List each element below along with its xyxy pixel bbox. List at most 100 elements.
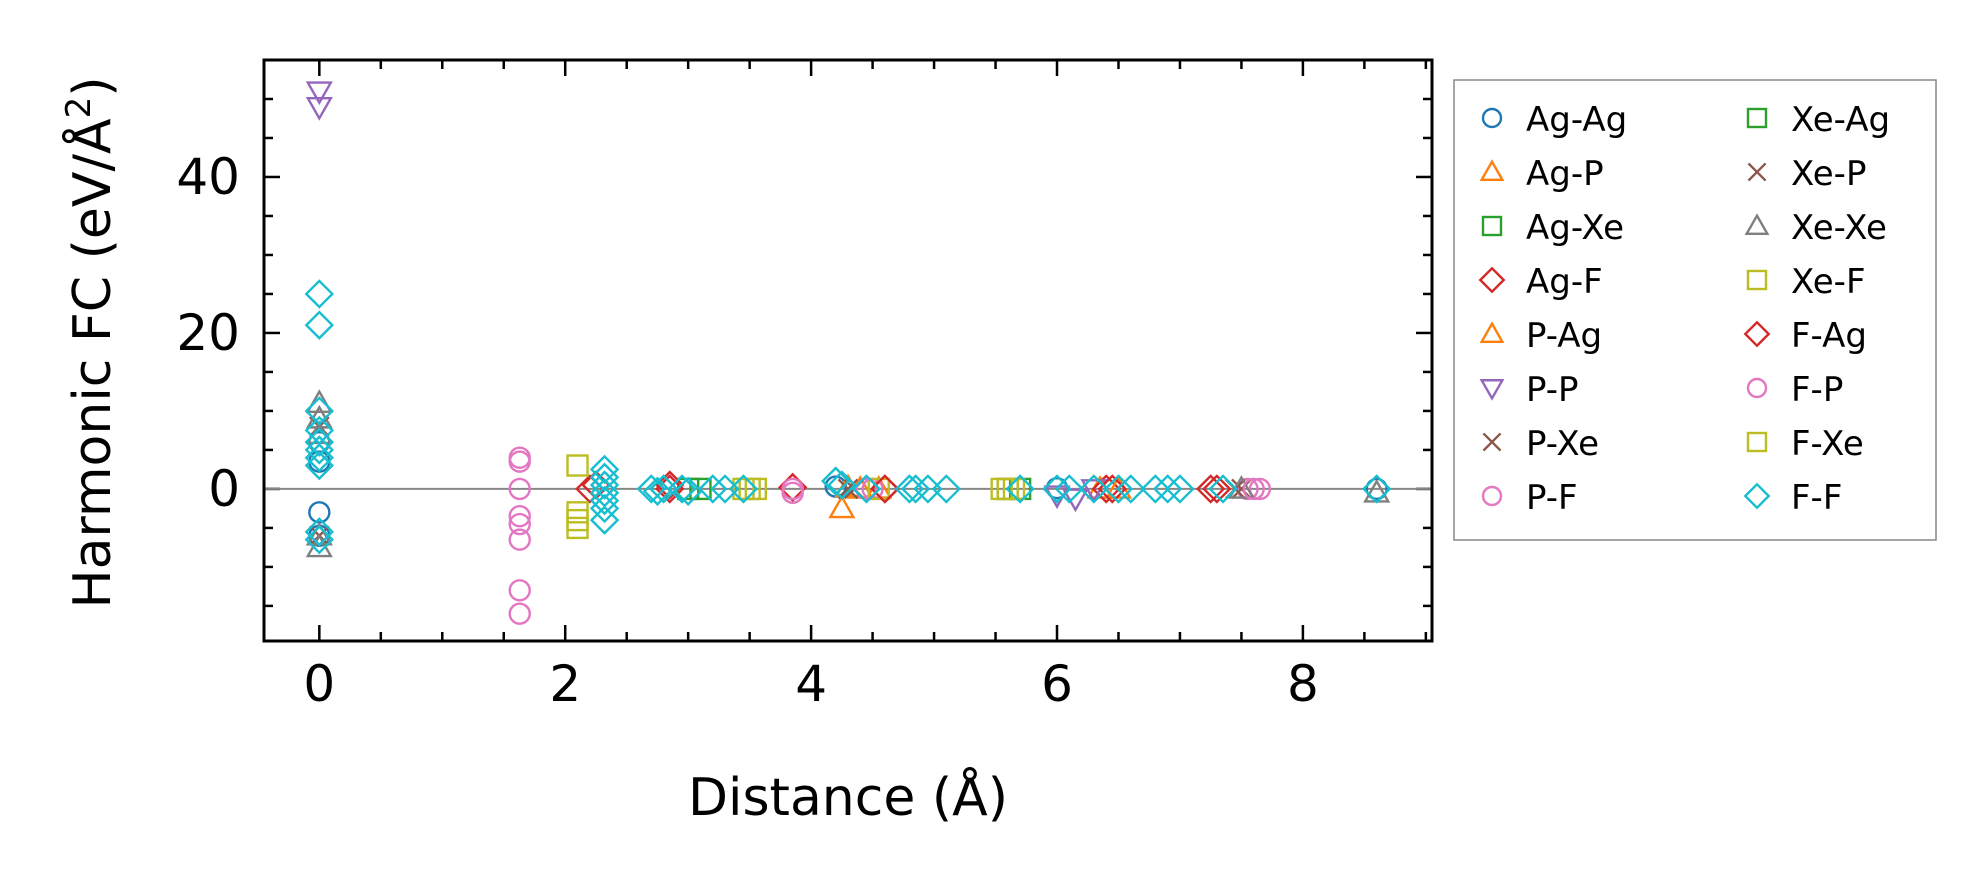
data-point <box>508 602 531 625</box>
legend-label: Xe-Xe <box>1791 208 1887 248</box>
tick-labels: 0 2 4 6 8 0 20 40 <box>176 148 1318 713</box>
legend-marker <box>1744 213 1770 235</box>
data-point <box>589 470 620 500</box>
legend-marker <box>1746 431 1768 453</box>
data-point <box>1061 488 1090 513</box>
data-point <box>1242 477 1265 501</box>
legend-entry: Xe-P <box>1747 154 1866 194</box>
data-point <box>566 508 589 532</box>
legend-marker <box>1747 162 1767 182</box>
data-point <box>508 579 531 602</box>
legend-label: Xe-P <box>1791 154 1866 194</box>
data-point <box>828 494 856 519</box>
legend-label: F-Ag <box>1791 316 1867 356</box>
legend-entry: F-F <box>1743 478 1842 518</box>
legend-entry: F-Ag <box>1743 316 1867 356</box>
legend-entry: P-P <box>1479 370 1579 410</box>
y-axis-title-close: ) <box>63 76 123 96</box>
legend-marker <box>1481 215 1503 237</box>
data-point <box>827 470 857 500</box>
data-point <box>304 517 335 547</box>
legend-marker <box>1743 320 1771 348</box>
legend-label: P-Ag <box>1526 316 1602 356</box>
data-point <box>589 493 620 524</box>
x-tick-label: 4 <box>795 655 827 713</box>
data-point <box>1002 477 1026 501</box>
y-axis-title: Harmonic FC (eV/Å2) <box>59 76 123 608</box>
data-point <box>1165 474 1195 504</box>
data-point <box>851 474 882 504</box>
series-f-p <box>781 477 1265 505</box>
legend-entry: Xe-Ag <box>1746 100 1890 140</box>
data-point <box>304 279 335 309</box>
legend-entry: Xe-Xe <box>1744 208 1887 248</box>
axis-ticks <box>264 58 1432 641</box>
data-point <box>1361 474 1392 504</box>
legend-label: F-Xe <box>1791 424 1864 464</box>
legend-entry: Ag-Xe <box>1481 208 1624 248</box>
data-point <box>304 427 335 457</box>
data-point <box>900 474 931 504</box>
data-point <box>636 474 666 504</box>
y-tick-label: 20 <box>176 304 240 362</box>
data-point <box>1152 474 1183 504</box>
plot-frame <box>262 58 1434 643</box>
legend-label: P-P <box>1526 370 1579 410</box>
data-point <box>589 454 620 485</box>
legend-entry: P-Ag <box>1479 316 1602 356</box>
legend-label: Ag-F <box>1526 262 1603 302</box>
legend-marker <box>1482 432 1502 452</box>
data-point <box>589 485 620 516</box>
data-point <box>698 474 728 504</box>
data-point <box>667 474 697 504</box>
data-point <box>855 477 878 501</box>
data-points <box>304 81 1392 625</box>
legend-label: P-Xe <box>1526 424 1599 464</box>
legend-label: Xe-F <box>1791 262 1866 302</box>
legend-marker <box>1479 321 1505 343</box>
y-axis-title-main: Harmonic FC (eV/Å <box>61 118 123 609</box>
data-point <box>1208 474 1238 504</box>
legend-marker <box>1481 485 1503 507</box>
data-point <box>781 481 804 505</box>
y-tick-label: 40 <box>176 148 240 206</box>
data-point <box>566 516 589 540</box>
data-point <box>1195 474 1226 504</box>
data-point <box>744 477 767 501</box>
series-f-xe <box>744 477 1026 501</box>
data-point <box>305 389 333 413</box>
legend-entry: P-Xe <box>1482 424 1599 464</box>
data-point <box>1202 474 1232 504</box>
data-point <box>508 512 531 536</box>
legend-entry: P-F <box>1481 478 1578 518</box>
data-point <box>837 478 859 500</box>
y-axis-title-superscript: 2 <box>59 97 99 119</box>
data-point <box>673 476 703 506</box>
legend-label: F-P <box>1791 370 1843 410</box>
data-point <box>1054 474 1085 504</box>
data-point <box>821 466 851 496</box>
data-point <box>304 450 335 481</box>
data-point <box>305 81 333 106</box>
data-point <box>304 396 335 426</box>
data-point <box>642 476 673 506</box>
x-tick-label: 2 <box>549 655 581 713</box>
legend-marker <box>1746 107 1768 129</box>
data-point <box>304 443 335 473</box>
legend-label: P-F <box>1526 478 1578 518</box>
data-point <box>566 454 589 477</box>
x-tick-label: 8 <box>1287 655 1319 713</box>
legend-entry: Ag-F <box>1478 262 1603 302</box>
data-point <box>508 505 531 528</box>
series-p-p <box>305 81 1108 513</box>
data-point <box>1248 477 1272 501</box>
legend-marker <box>1478 266 1506 294</box>
legend-marker <box>1743 482 1771 510</box>
legend-marker <box>1746 377 1768 399</box>
data-point <box>566 501 589 524</box>
data-point <box>1079 474 1109 504</box>
legend-label: Ag-Xe <box>1526 208 1624 248</box>
legend-box <box>1453 79 1937 541</box>
legend-items: Ag-Ag Ag-P Ag-Xe Ag-F P-Ag P-P P-Xe P-F Xe-Ag Xe-… <box>1478 100 1890 518</box>
